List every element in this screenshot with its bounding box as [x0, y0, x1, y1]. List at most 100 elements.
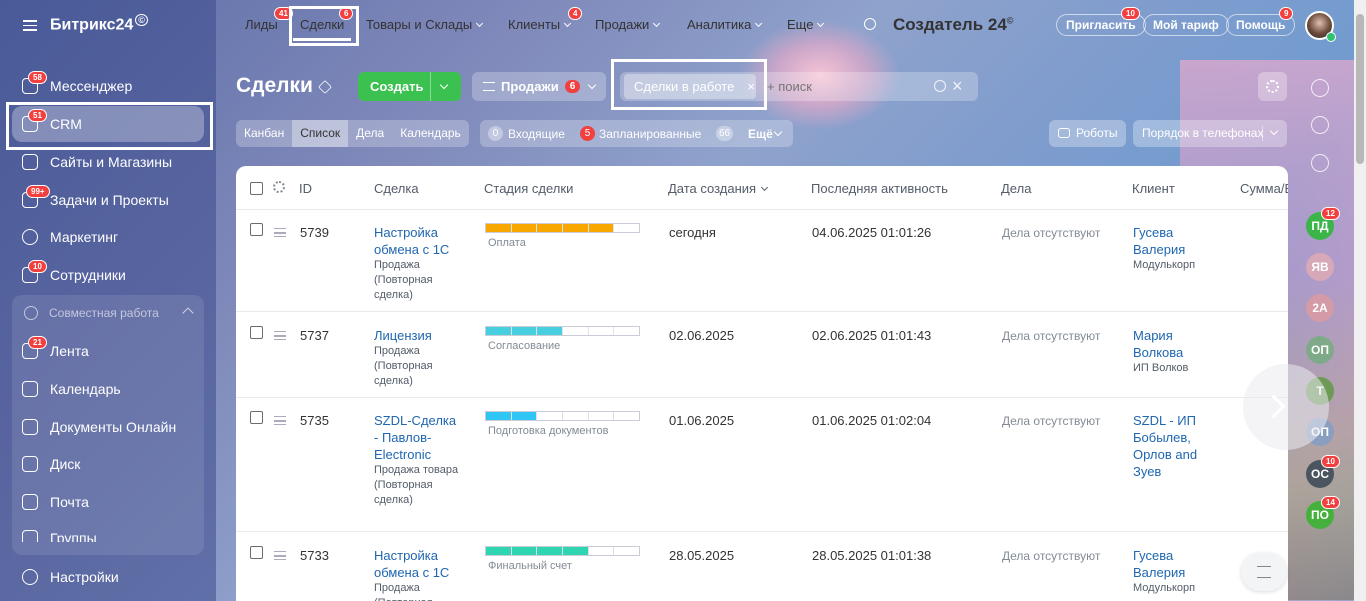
portal-name-label: Создатель 24 [893, 15, 1007, 34]
sidebar-item-drive[interactable]: Диск [12, 446, 204, 482]
next-slide-arrow-icon[interactable] [1243, 364, 1329, 450]
sidebar-item-label: Календарь [50, 381, 121, 397]
sidebar-item-sites[interactable]: Сайты и Магазины [12, 144, 204, 180]
search-icon[interactable] [934, 80, 946, 92]
activity-stream-icon[interactable] [1311, 116, 1329, 134]
column-settings-icon[interactable] [273, 181, 285, 193]
help-button[interactable]: Помощь [1226, 14, 1296, 36]
quick-actions-menu-icon[interactable] [1241, 553, 1287, 591]
sidebar-item-documents[interactable]: Документы Онлайн [12, 409, 204, 445]
col-header-activity[interactable]: Последняя активность [811, 181, 948, 196]
tariff-button[interactable]: Мой тариф [1143, 14, 1229, 36]
filter-chip-label: Сделки в работе [634, 79, 735, 94]
clear-search-icon[interactable]: × [952, 76, 963, 96]
stage-progress[interactable] [485, 223, 640, 233]
topnav-analytics[interactable]: Аналитика [687, 17, 763, 32]
chevron-down-icon[interactable] [1269, 126, 1279, 136]
category-selector[interactable]: Продажи 6 [472, 72, 606, 101]
deal-title-link[interactable]: Лицензия [374, 328, 432, 343]
chevron-down-icon [588, 80, 597, 89]
counter-more[interactable]: Ещё [748, 127, 773, 141]
stage-progress[interactable] [485, 546, 640, 556]
planned-count: 5 [580, 126, 595, 141]
scrollbar-thumb[interactable] [1356, 14, 1364, 164]
remove-filter-icon[interactable]: × [747, 79, 755, 94]
last-activity: 04.06.2025 01:01:26 [812, 225, 932, 240]
sidebar-item-settings[interactable]: Настройки [12, 559, 204, 595]
col-header-tasks[interactable]: Дела [1001, 181, 1032, 196]
grid-settings-button[interactable] [1258, 72, 1287, 101]
brand-logo[interactable]: Битрикс24 © [50, 14, 148, 34]
deal-title-link[interactable]: Настройка обмена с 1С [374, 225, 450, 257]
row-checkbox[interactable] [250, 411, 263, 424]
tasks-badge: 99+ [26, 185, 50, 198]
topnav-goods[interactable]: Товары и Склады [366, 17, 484, 32]
client-link[interactable]: SZDL - ИП Бобылев, Орлов and Зуев [1133, 413, 1198, 479]
sidebar-item-marketing[interactable]: Маркетинг [12, 219, 204, 255]
highlight-crm [6, 102, 213, 150]
col-header-id[interactable]: ID [299, 181, 312, 196]
row-drag-handle-icon[interactable] [274, 551, 286, 560]
view-tab-kanban[interactable]: Канбан [244, 126, 285, 140]
deals-grid: ID Сделка Стадия сделки Дата создания По… [236, 166, 1288, 601]
stage-progress[interactable] [485, 326, 640, 336]
last-activity: 28.05.2025 01:01:38 [812, 548, 932, 563]
filter-chip[interactable]: Сделки в работе × [624, 74, 756, 99]
client-link[interactable]: Гусева Валерия [1133, 548, 1186, 580]
col-header-sum[interactable]: Сумма/В [1240, 181, 1288, 196]
notifications-bell-icon[interactable] [1311, 79, 1329, 97]
view-tab-calendar[interactable]: Календарь [400, 126, 461, 140]
robots-button[interactable]: Роботы [1049, 120, 1126, 147]
topnav-leads[interactable]: Лиды [245, 17, 278, 32]
topnav-more[interactable]: Еще [787, 17, 825, 32]
phone-order-button[interactable]: Порядок в телефонах [1133, 120, 1287, 147]
row-divider [236, 311, 1288, 312]
create-button[interactable]: Создать [358, 72, 461, 101]
row-checkbox[interactable] [250, 326, 263, 339]
counter-incoming[interactable]: Входящие [508, 127, 565, 141]
deal-type: Продажа товара (Повторная сделка) [374, 464, 459, 506]
view-tab-list[interactable]: Список [292, 120, 349, 147]
search-input[interactable] [767, 79, 927, 94]
col-header-stage[interactable]: Стадия сделки [484, 181, 574, 196]
col-header-client[interactable]: Клиент [1132, 181, 1175, 196]
menu-burger-icon[interactable] [23, 19, 37, 31]
page-scrollbar[interactable] [1354, 0, 1366, 601]
stage-progress[interactable] [485, 411, 640, 421]
collaboration-icon [24, 306, 38, 320]
pin-icon[interactable] [317, 79, 333, 95]
row-checkbox[interactable] [250, 223, 263, 236]
search-icon[interactable] [864, 18, 876, 30]
deal-title-link[interactable]: SZDL-Сделка - Павлов-Electronic [374, 413, 457, 462]
col-header-created[interactable]: Дата создания [668, 181, 769, 196]
topnav-sales[interactable]: Продажи [595, 17, 661, 32]
funnel-icon [483, 82, 495, 91]
row-checkbox[interactable] [250, 546, 263, 559]
portal-name[interactable]: Создатель 24© [893, 15, 1013, 35]
sidebar-item-mail[interactable]: Почта [12, 484, 204, 520]
client-link[interactable]: Гусева Валерия [1133, 225, 1186, 257]
sidebar-item-groups[interactable]: Группы [12, 522, 204, 542]
row-drag-handle-icon[interactable] [274, 331, 286, 340]
deal-title-link[interactable]: Настройка обмена с 1С [374, 548, 450, 580]
counter-planned[interactable]: Запланированные [599, 127, 702, 141]
collaboration-group-toggle[interactable]: Совместная работа [12, 298, 204, 328]
chevron-down-icon[interactable] [439, 80, 449, 89]
button-divider [430, 72, 431, 101]
topnav-clients[interactable]: Клиенты [508, 17, 572, 32]
row-drag-handle-icon[interactable] [274, 228, 286, 237]
recent-contact-avatar[interactable]: ЯВ [1306, 253, 1334, 281]
recent-contact-avatar[interactable]: ОП [1306, 336, 1334, 364]
select-all-checkbox[interactable] [250, 182, 263, 195]
employees-badge: 10 [28, 260, 47, 273]
sidebar-item-label: Сотрудники [50, 267, 126, 283]
sidebar-item-label: CRM [50, 116, 82, 132]
view-tab-activities[interactable]: Дела [356, 126, 385, 140]
row-drag-handle-icon[interactable] [274, 416, 286, 425]
recent-contact-avatar[interactable]: 2А [1306, 294, 1334, 322]
client-link[interactable]: Мария Волкова [1133, 328, 1184, 360]
col-header-deal[interactable]: Сделка [374, 181, 419, 196]
topnav-deals[interactable]: Сделки [300, 17, 345, 32]
chat-history-icon[interactable] [1311, 154, 1329, 172]
sidebar-item-calendar[interactable]: Календарь [12, 371, 204, 407]
